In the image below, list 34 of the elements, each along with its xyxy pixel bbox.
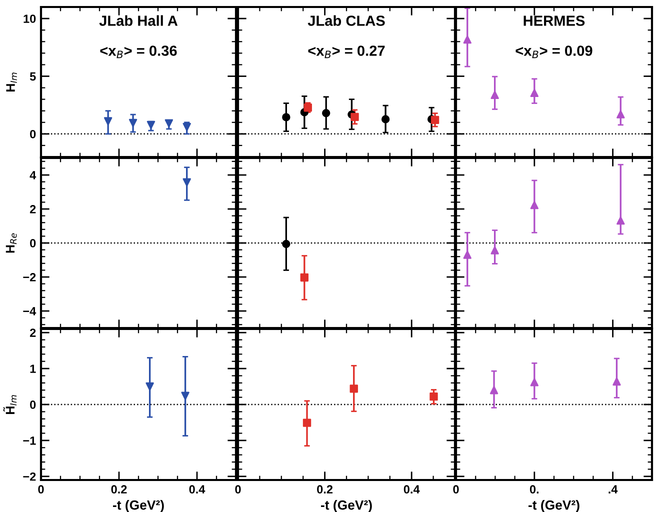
x-tick-label: 0	[235, 485, 241, 494]
x-axis-title: -t (GeV²)	[528, 500, 580, 512]
y-tick-label: 0	[30, 400, 36, 409]
y-tick-label: −4	[23, 307, 36, 316]
x-tick-label: 0.2	[317, 485, 333, 494]
annotation: JLab Hall A	[99, 15, 178, 26]
x-axis-title: -t (GeV²)	[321, 500, 372, 512]
y-tick-label: −2	[23, 472, 36, 481]
y-tick-label: 10	[24, 14, 36, 23]
y-tick-label: 0	[30, 130, 36, 138]
y-tick-label: 1	[30, 364, 36, 373]
y-axis-title: H$_{Im}$	[6, 72, 17, 92]
y-axis-title: H̃$_{Im}$	[3, 395, 17, 414]
x-axis-title: -t (GeV²)	[113, 500, 164, 512]
x-tick-label: 0	[453, 485, 459, 494]
x-tick-label: 0.4	[404, 485, 420, 494]
y-tick-label: −1	[23, 436, 36, 445]
y-tick-label: 2	[30, 328, 36, 337]
x-tick-label: 0	[38, 485, 44, 494]
x-tick-label: 0.2	[111, 485, 127, 494]
y-tick-label: 2	[30, 205, 36, 214]
annotation: <x$_{B}$> = 0.27	[308, 46, 385, 58]
y-tick-label: 4	[30, 171, 36, 180]
annotation: HERMES	[524, 16, 585, 26]
x-tick-label: 0.	[530, 485, 539, 494]
annotation: JLab CLAS	[308, 15, 385, 26]
annotation: <x$_{B}$> = 0.36	[100, 46, 177, 58]
x-tick-label: .4	[608, 485, 618, 494]
y-tick-label: 0	[30, 239, 36, 248]
y-tick-label: 5	[30, 72, 36, 81]
annotation: <x$_{B}$> = 0.09	[516, 46, 592, 58]
y-axis-title: H$_{Re}$	[6, 233, 17, 253]
x-tick-label: 0.4	[189, 485, 206, 494]
y-tick-label: −2	[23, 273, 36, 282]
